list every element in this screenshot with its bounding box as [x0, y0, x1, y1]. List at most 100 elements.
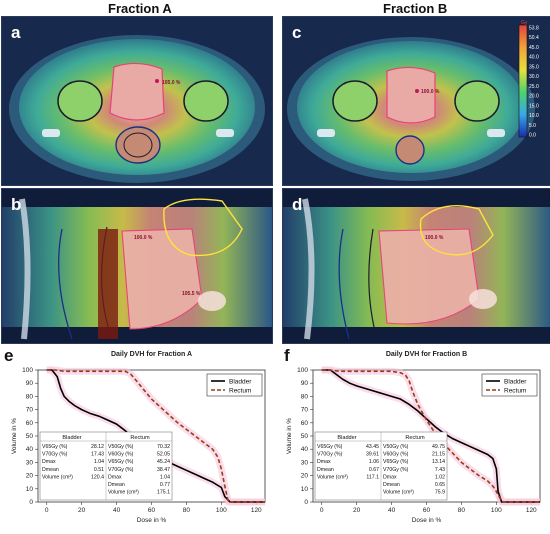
table-cell: V60Gy (%) — [108, 452, 134, 458]
colorbar-tick-label: 0.0 — [529, 133, 536, 139]
dose-colorbar: Gy 53.8 50.4 45.0 40.0 35.0 30.0 25.0 20.0 15.0 1… — [518, 20, 539, 139]
series-line-rectum — [321, 369, 540, 503]
y-tick-label: 70 — [301, 407, 309, 414]
dvh-chart-fraction-a: Daily DVH for Fraction A 0 20 40 60 80 100 120 0… — [0, 344, 275, 534]
colorbar-tick-label: 20.0 — [529, 94, 539, 100]
chart-title: Daily DVH for Fraction A — [111, 351, 192, 358]
x-axis-label: Dose in % — [412, 517, 442, 524]
y-tick-label: 80 — [26, 393, 34, 400]
y-tick-label: 70 — [26, 407, 34, 414]
table-cell: Volume (cm³) — [383, 490, 414, 496]
table-cell: V65Gy (%) — [42, 444, 68, 450]
table-cell: 117.1 — [366, 474, 379, 480]
y-tick-label: 10 — [301, 486, 309, 493]
x-tick-label: 0 — [45, 507, 49, 514]
table-cell: 0.51 — [94, 467, 104, 473]
table-cell: 0.67 — [369, 467, 379, 473]
table-cell: V70Gy (%) — [108, 467, 134, 473]
colorbar-tick-label: 30.0 — [529, 74, 539, 80]
table-cell: V60Gy (%) — [383, 452, 409, 458]
table-cell: V70Gy (%) — [317, 452, 343, 458]
x-axis-label: Dose in % — [137, 517, 167, 524]
panel-letter-a: a — [11, 23, 21, 42]
table-cell: Dmean — [317, 467, 334, 473]
hotspot-label-d: 100.0 % — [425, 235, 444, 241]
table-cell: 70.32 — [157, 444, 170, 450]
y-axis-label: Volume in % — [286, 418, 293, 454]
y-tick-label: 10 — [26, 486, 34, 493]
x-tick-label: 120 — [526, 507, 537, 514]
hotspot-label-c: 100.0 % — [421, 89, 440, 95]
colorbar-tick-label: 45.0 — [529, 45, 539, 51]
table-cell: Dmax — [42, 459, 56, 465]
panel-letter-c: c — [292, 23, 302, 42]
x-tick-label: 20 — [78, 507, 86, 514]
table-cell: Dmean — [383, 482, 400, 488]
ct-axial-fraction-a: 105.0 % a — [1, 16, 273, 186]
ct-axial-fraction-b: 100.0 % Gy 53.8 50.4 45.0 40.0 35.0 30.0 25.0 2… — [282, 16, 550, 186]
table-header-bladder: Bladder — [62, 435, 81, 441]
colorbar-tick-label: 15.0 — [529, 103, 539, 109]
y-tick-label: 0 — [29, 499, 33, 506]
hotspot-label-b-bottom: 105.5 % — [182, 291, 201, 297]
colorbar-tick-label: 40.0 — [529, 55, 539, 61]
table-cell: 52.05 — [157, 452, 170, 458]
y-axis-label: Volume in % — [11, 418, 18, 454]
colorbar-tick-label: 5.0 — [529, 123, 536, 129]
x-tick-label: 60 — [148, 507, 156, 514]
y-tick-label: 100 — [22, 367, 33, 374]
table-cell: V65Gy (%) — [108, 459, 134, 465]
table-cell: V70Gy (%) — [42, 452, 68, 458]
table-cell: 17.43 — [91, 452, 104, 458]
x-tick-label: 60 — [423, 507, 431, 514]
y-tick-label: 30 — [26, 459, 34, 466]
series-line-bladder — [321, 369, 540, 503]
hotspot-label-b-top: 100.0 % — [134, 235, 153, 241]
x-tick-label: 120 — [251, 507, 262, 514]
dvh-chart-fraction-b: Daily DVH for Fraction B 0 20 40 60 80 100 120 0… — [275, 344, 550, 534]
table-cell: Dmax — [317, 459, 331, 465]
colorbar-tick-label: 25.0 — [529, 84, 539, 90]
y-tick-label: 50 — [301, 433, 309, 440]
table-cell: 1.04 — [94, 459, 104, 465]
ct-sagittal-fraction-a: 100.0 % 105.5 % b — [1, 188, 273, 344]
table-cell: Volume (cm³) — [317, 474, 348, 480]
table-cell: V65Gy (%) — [317, 444, 343, 450]
hotspot-label-a: 105.0 % — [162, 80, 181, 86]
table-cell: Volume (cm³) — [42, 474, 73, 480]
y-tick-label: 60 — [26, 420, 34, 427]
x-tick-label: 20 — [353, 507, 361, 514]
table-cell: V65Gy (%) — [383, 459, 409, 465]
panel-letter-e: e — [4, 346, 14, 365]
table-cell: Dmean — [108, 482, 125, 488]
table-cell: 49.75 — [432, 444, 445, 450]
series-line-rectum — [46, 369, 265, 503]
table-header-rectum: Rectum — [130, 435, 150, 441]
y-tick-label: 80 — [301, 393, 309, 400]
table-cell: 1.06 — [369, 459, 379, 465]
table-cell: 0.77 — [160, 482, 170, 488]
legend-label: Rectum — [229, 388, 251, 395]
table-cell: 120.4 — [91, 474, 104, 480]
x-tick-label: 40 — [388, 507, 396, 514]
table-cell: Volume (cm³) — [108, 490, 139, 496]
panel-letter-f: f — [284, 346, 290, 365]
table-cell: 7.43 — [435, 467, 445, 473]
table-cell: V50Gy (%) — [108, 444, 134, 450]
x-tick-label: 40 — [113, 507, 121, 514]
table-cell: Dmean — [42, 467, 59, 473]
table-header-rectum: Rectum — [405, 435, 425, 441]
y-tick-label: 30 — [301, 459, 309, 466]
colorbar-tick-label: 53.8 — [529, 26, 539, 32]
table-cell: 43.45 — [366, 444, 379, 450]
table-cell: 39.61 — [366, 452, 379, 458]
y-tick-label: 40 — [301, 446, 309, 453]
legend-label: Bladder — [504, 379, 527, 386]
table-cell: 45.24 — [157, 459, 170, 465]
title-fraction-a: Fraction A — [108, 1, 172, 16]
y-tick-label: 40 — [26, 446, 34, 453]
chart-title: Daily DVH for Fraction B — [386, 351, 467, 358]
y-tick-label: 20 — [301, 473, 309, 480]
table-cell: 0.65 — [435, 482, 445, 488]
y-tick-label: 0 — [304, 499, 308, 506]
